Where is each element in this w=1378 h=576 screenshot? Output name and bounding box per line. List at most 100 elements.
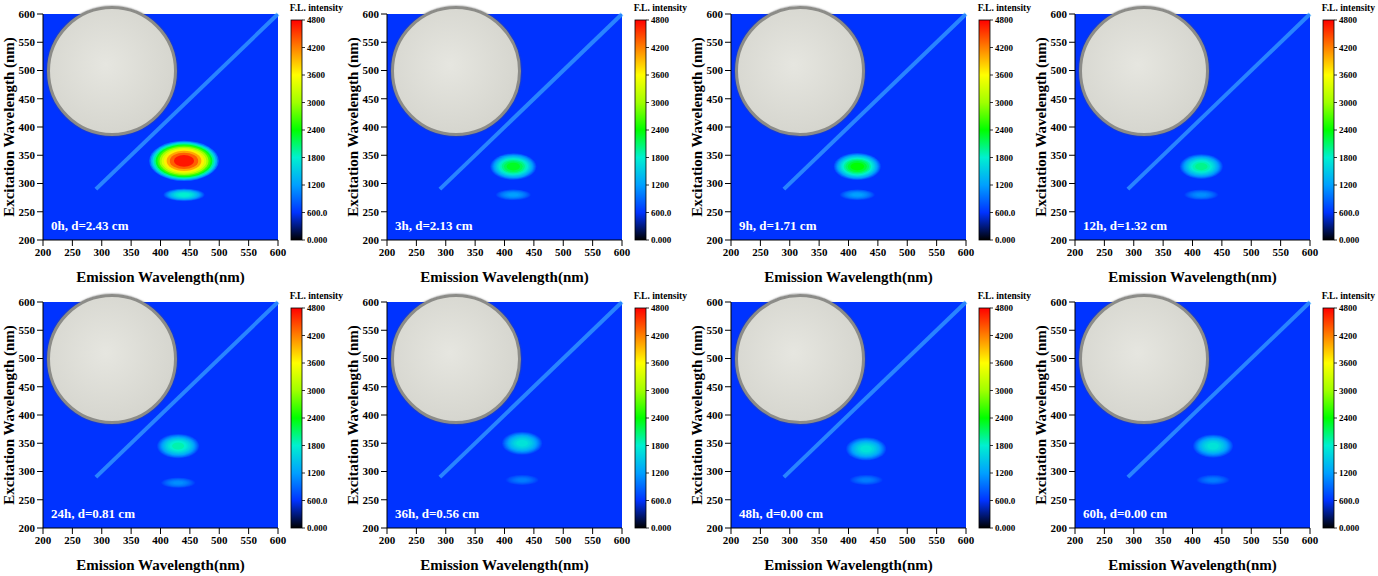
svg-text:0.000: 0.000 — [307, 523, 328, 533]
svg-text:3000: 3000 — [995, 98, 1014, 108]
svg-text:0.000: 0.000 — [995, 523, 1016, 533]
svg-text:3600: 3600 — [995, 358, 1014, 368]
svg-text:550: 550 — [363, 324, 380, 336]
svg-text:2400: 2400 — [651, 413, 670, 423]
svg-text:1800: 1800 — [307, 441, 326, 451]
svg-text:300: 300 — [438, 246, 455, 258]
svg-text:500: 500 — [1051, 64, 1068, 76]
svg-text:500: 500 — [211, 246, 228, 258]
svg-text:350: 350 — [363, 149, 380, 161]
svg-text:250: 250 — [408, 246, 425, 258]
svg-text:600.0: 600.0 — [307, 496, 328, 506]
svg-text:350: 350 — [1155, 246, 1172, 258]
svg-text:0.000: 0.000 — [307, 235, 328, 245]
svg-text:300: 300 — [363, 177, 380, 189]
svg-text:200: 200 — [707, 522, 724, 534]
svg-text:450: 450 — [526, 534, 543, 546]
svg-text:1800: 1800 — [651, 441, 670, 451]
svg-text:250: 250 — [752, 534, 769, 546]
svg-text:250: 250 — [1051, 494, 1068, 506]
svg-text:2400: 2400 — [1339, 125, 1358, 135]
svg-text:1800: 1800 — [995, 441, 1014, 451]
svg-text:250: 250 — [707, 494, 724, 506]
svg-text:550: 550 — [363, 36, 380, 48]
svg-text:350: 350 — [19, 437, 36, 449]
svg-text:0.000: 0.000 — [651, 235, 672, 245]
svg-text:450: 450 — [707, 93, 724, 105]
svg-text:300: 300 — [1051, 465, 1068, 477]
svg-text:250: 250 — [363, 494, 380, 506]
svg-text:200: 200 — [363, 522, 380, 534]
svg-text:3600: 3600 — [651, 70, 670, 80]
svg-text:1200: 1200 — [651, 468, 670, 478]
svg-text:450: 450 — [870, 246, 887, 258]
svg-text:450: 450 — [363, 93, 380, 105]
svg-text:300: 300 — [782, 246, 799, 258]
svg-text:350: 350 — [811, 246, 828, 258]
svg-text:600: 600 — [707, 296, 724, 308]
svg-text:F.L. intensity: F.L. intensity — [1322, 291, 1375, 301]
svg-text:400: 400 — [1184, 534, 1201, 546]
svg-text:600.0: 600.0 — [651, 208, 672, 218]
svg-text:250: 250 — [752, 246, 769, 258]
svg-text:500: 500 — [899, 534, 916, 546]
svg-text:600: 600 — [614, 246, 631, 258]
svg-text:350: 350 — [811, 534, 828, 546]
svg-text:600.0: 600.0 — [651, 496, 672, 506]
svg-text:200: 200 — [723, 246, 740, 258]
svg-text:1200: 1200 — [995, 180, 1014, 190]
svg-text:250: 250 — [19, 494, 36, 506]
svg-text:400: 400 — [707, 409, 724, 421]
svg-text:Emission Wavelength(nm): Emission Wavelength(nm) — [420, 269, 589, 286]
svg-text:350: 350 — [363, 437, 380, 449]
svg-text:300: 300 — [1051, 177, 1068, 189]
svg-text:300: 300 — [707, 177, 724, 189]
svg-text:550: 550 — [1272, 534, 1289, 546]
svg-text:600: 600 — [270, 534, 287, 546]
svg-text:3000: 3000 — [1339, 98, 1358, 108]
svg-text:300: 300 — [19, 465, 36, 477]
svg-text:450: 450 — [182, 534, 199, 546]
svg-text:450: 450 — [19, 381, 36, 393]
svg-text:350: 350 — [1155, 534, 1172, 546]
svg-text:F.L. intensity: F.L. intensity — [978, 291, 1031, 301]
svg-text:3600: 3600 — [1339, 358, 1358, 368]
svg-text:400: 400 — [840, 534, 857, 546]
svg-text:200: 200 — [723, 534, 740, 546]
svg-text:2400: 2400 — [651, 125, 670, 135]
svg-text:250: 250 — [64, 534, 81, 546]
svg-text:300: 300 — [782, 534, 799, 546]
svg-text:600.0: 600.0 — [307, 208, 328, 218]
svg-text:250: 250 — [707, 206, 724, 218]
svg-text:550: 550 — [19, 324, 36, 336]
svg-text:550: 550 — [240, 246, 257, 258]
svg-text:400: 400 — [496, 534, 513, 546]
svg-text:600: 600 — [19, 8, 36, 20]
svg-text:3000: 3000 — [651, 98, 670, 108]
svg-text:4200: 4200 — [651, 331, 670, 341]
svg-text:600.0: 600.0 — [1339, 208, 1360, 218]
svg-text:4800: 4800 — [651, 15, 670, 25]
svg-text:500: 500 — [555, 534, 572, 546]
svg-text:550: 550 — [1051, 36, 1068, 48]
svg-text:4800: 4800 — [1339, 15, 1358, 25]
svg-text:350: 350 — [123, 534, 140, 546]
svg-text:350: 350 — [467, 246, 484, 258]
svg-text:550: 550 — [584, 534, 601, 546]
svg-text:600: 600 — [363, 296, 380, 308]
svg-text:450: 450 — [1051, 381, 1068, 393]
svg-text:300: 300 — [1126, 246, 1143, 258]
svg-text:350: 350 — [1051, 437, 1068, 449]
svg-text:500: 500 — [1243, 246, 1260, 258]
svg-text:450: 450 — [182, 246, 199, 258]
svg-text:500: 500 — [363, 352, 380, 364]
svg-text:450: 450 — [19, 93, 36, 105]
svg-text:0.000: 0.000 — [1339, 235, 1360, 245]
svg-text:250: 250 — [363, 206, 380, 218]
svg-text:3600: 3600 — [651, 358, 670, 368]
svg-text:Emission Wavelength(nm): Emission Wavelength(nm) — [1108, 269, 1277, 286]
svg-text:200: 200 — [19, 522, 36, 534]
svg-text:400: 400 — [363, 121, 380, 133]
svg-text:2400: 2400 — [1339, 413, 1358, 423]
svg-text:600: 600 — [1302, 534, 1319, 546]
